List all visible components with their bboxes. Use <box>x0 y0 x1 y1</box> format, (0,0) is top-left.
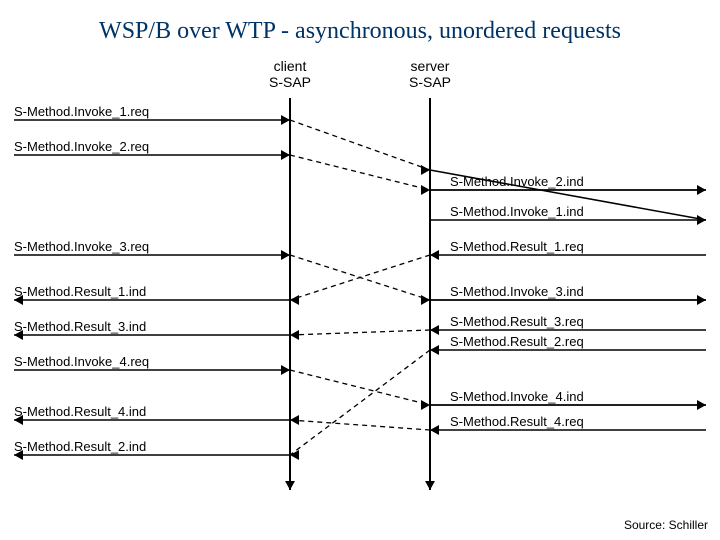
right-event-label: S-Method.Result_4.req <box>450 414 584 429</box>
right-event-label: S-Method.Result_2.req <box>450 334 584 349</box>
right-event-label: S-Method.Invoke_4.ind <box>450 389 584 404</box>
left-event-label: S-Method.Invoke_3.req <box>14 239 149 254</box>
left-event-label: S-Method.Result_4.ind <box>14 404 146 419</box>
right-event-label: S-Method.Invoke_2.ind <box>450 174 584 189</box>
left-event-label: S-Method.Invoke_2.req <box>14 139 149 154</box>
right-event-label: S-Method.Result_1.req <box>450 239 584 254</box>
left-event-label: S-Method.Invoke_4.req <box>14 354 149 369</box>
source-attribution: Source: Schiller <box>624 518 708 532</box>
left-event-label: S-Method.Invoke_1.req <box>14 104 149 119</box>
left-event-label: S-Method.Result_2.ind <box>14 439 146 454</box>
right-event-label: S-Method.Invoke_1.ind <box>450 204 584 219</box>
left-event-label: S-Method.Result_1.ind <box>14 284 146 299</box>
sequence-diagram <box>0 0 720 540</box>
right-event-label: S-Method.Invoke_3.ind <box>450 284 584 299</box>
left-event-label: S-Method.Result_3.ind <box>14 319 146 334</box>
right-event-label: S-Method.Result_3.req <box>450 314 584 329</box>
